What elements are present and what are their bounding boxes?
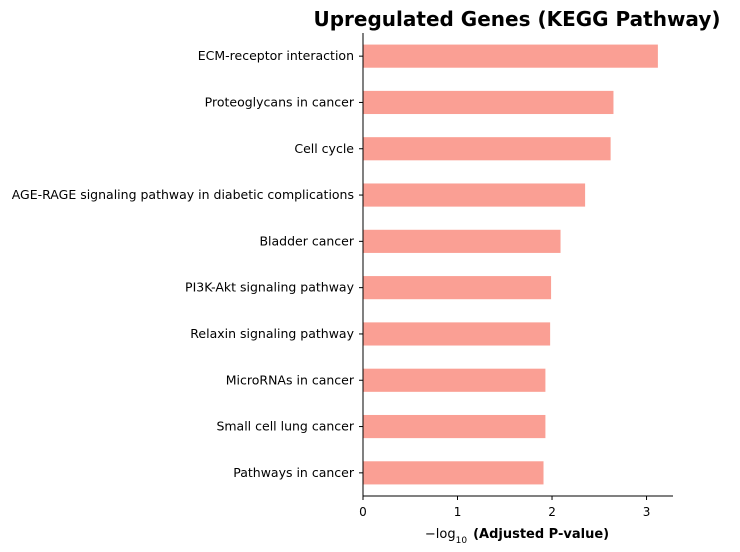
bar-9 <box>363 461 544 485</box>
x-tick-label: 1 <box>454 505 462 519</box>
x-axis-label: −log10 (Adjusted P-value) <box>425 527 609 546</box>
bar-4 <box>363 229 561 253</box>
x-tick-label: 3 <box>643 505 651 519</box>
bar-5 <box>363 276 552 300</box>
bar-2 <box>363 137 611 161</box>
category-label: PI3K-Akt signaling pathway <box>185 280 355 295</box>
x-axis-label-prefix: −log <box>425 527 456 542</box>
chart-title: Upregulated Genes (KEGG Pathway) <box>314 7 721 31</box>
bar-7 <box>363 368 546 392</box>
bar-0 <box>363 44 658 68</box>
category-labels-group: ECM-receptor interaction Proteoglycans in… <box>12 48 363 480</box>
bar-3 <box>363 183 586 207</box>
bar-1 <box>363 90 614 115</box>
category-label: Pathways in cancer <box>233 465 355 480</box>
bar-8 <box>363 414 546 439</box>
x-axis: 0 1 2 3 <box>359 495 673 519</box>
category-label: Cell cycle <box>294 141 354 156</box>
category-label: MicroRNAs in cancer <box>226 372 355 387</box>
category-label: Bladder cancer <box>259 233 354 248</box>
x-axis-label-main: (Adjusted P-value) <box>473 527 609 542</box>
category-label: ECM-receptor interaction <box>198 48 354 63</box>
category-label: Relaxin signaling pathway <box>190 326 354 341</box>
category-label: Small cell lung cancer <box>216 419 354 434</box>
category-label: AGE-RAGE signaling pathway in diabetic c… <box>12 187 354 202</box>
category-label: Proteoglycans in cancer <box>205 94 355 109</box>
bars-group <box>363 44 658 485</box>
x-tick-label: 0 <box>359 505 367 519</box>
x-tick-label: 2 <box>548 505 556 519</box>
bar-6 <box>363 322 551 346</box>
x-axis-label-subscript: 10 <box>456 536 468 546</box>
